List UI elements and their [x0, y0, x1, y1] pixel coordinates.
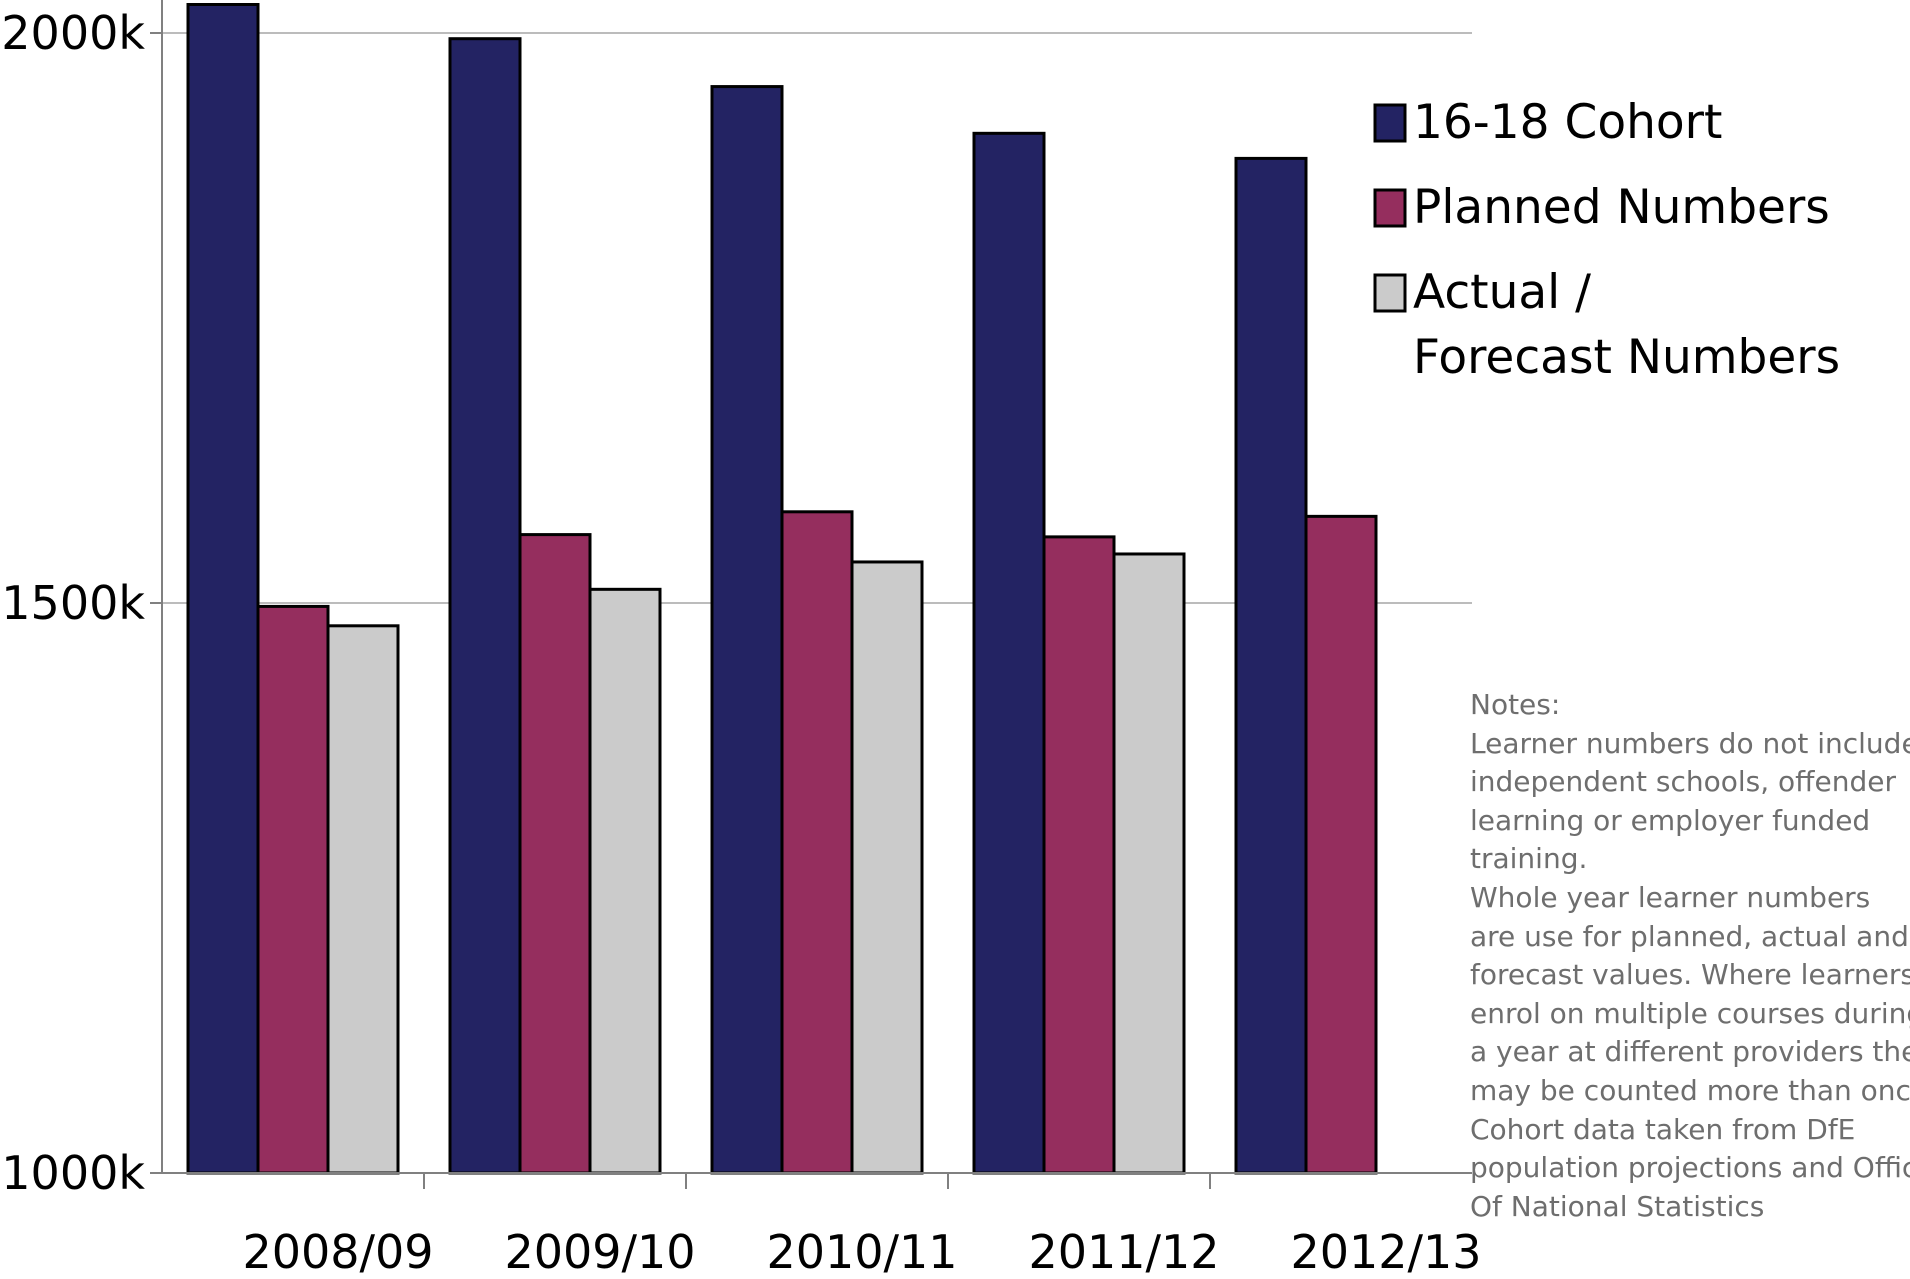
legend-swatch	[1373, 103, 1407, 143]
notes-line: training.	[1470, 842, 1588, 876]
axes	[150, 0, 1472, 1189]
bar-planned-numbers	[518, 533, 592, 1175]
notes-heading: Notes:	[1470, 688, 1561, 721]
notes-line: Cohort data taken from DfE	[1470, 1112, 1856, 1146]
bar-16-18-cohort	[1234, 156, 1308, 1175]
notes-line: enrol on multiple courses during	[1470, 996, 1910, 1030]
legend-swatch	[1373, 273, 1407, 313]
notes-line: Learner numbers do not include	[1470, 726, 1910, 760]
notes-line: Whole year learner numbers	[1470, 880, 1871, 914]
bar-planned-numbers	[256, 604, 330, 1175]
y-tick-label: 1000k	[1, 1146, 145, 1200]
bar-planned-numbers	[1304, 514, 1378, 1175]
legend-swatch	[1373, 188, 1407, 228]
legend-label: 16-18 Cohort	[1413, 95, 1722, 150]
bar-actual-forecast-numbers	[850, 560, 924, 1175]
notes-line: learning or employer funded	[1470, 803, 1871, 837]
bar-16-18-cohort	[972, 131, 1046, 1175]
x-tick-label: 2008/09	[242, 1225, 433, 1279]
notes-line: forecast values. Where learners	[1470, 958, 1910, 992]
notes-line: Of National Statistics	[1470, 1189, 1765, 1223]
notes-text: Notes: Learner numbers do not include in…	[1470, 686, 1910, 1226]
bar-16-18-cohort	[710, 85, 784, 1175]
bar-planned-numbers	[780, 510, 854, 1175]
bar-actual-forecast-numbers	[588, 587, 662, 1175]
bar-planned-numbers	[1042, 535, 1116, 1175]
x-tick-label: 2009/10	[504, 1225, 695, 1279]
y-tick-label: 1500k	[1, 576, 145, 630]
y-axis-tick-labels: 1000k 1500k 2000k	[1, 6, 145, 1200]
notes-line: independent schools, offender	[1470, 765, 1896, 799]
notes-line: may be counted more than once.	[1470, 1073, 1910, 1107]
legend: 16-18 Cohort Planned Numbers Actual / Forec…	[1373, 95, 1840, 385]
legend-label: Planned Numbers	[1413, 180, 1830, 235]
bars	[186, 3, 1378, 1175]
notes-line: are use for planned, actual and	[1470, 919, 1909, 953]
bar-16-18-cohort	[448, 37, 522, 1175]
x-tick-label: 2012/13	[1290, 1225, 1481, 1279]
legend-label: Forecast Numbers	[1413, 330, 1840, 385]
legend-label: Actual /	[1413, 265, 1591, 320]
notes-line: a year at different providers they	[1470, 1035, 1910, 1069]
y-tick-label: 2000k	[1, 6, 145, 60]
x-axis-tick-labels: 2008/09 2009/10 2010/11 2011/12 2012/13	[242, 1225, 1481, 1279]
x-tick-label: 2011/12	[1028, 1225, 1219, 1279]
bar-16-18-cohort	[186, 3, 260, 1175]
notes-line: population projections and Office	[1470, 1151, 1910, 1185]
x-tick-label: 2010/11	[766, 1225, 957, 1279]
bar-actual-forecast-numbers	[1112, 552, 1186, 1175]
bar-actual-forecast-numbers	[326, 624, 400, 1175]
